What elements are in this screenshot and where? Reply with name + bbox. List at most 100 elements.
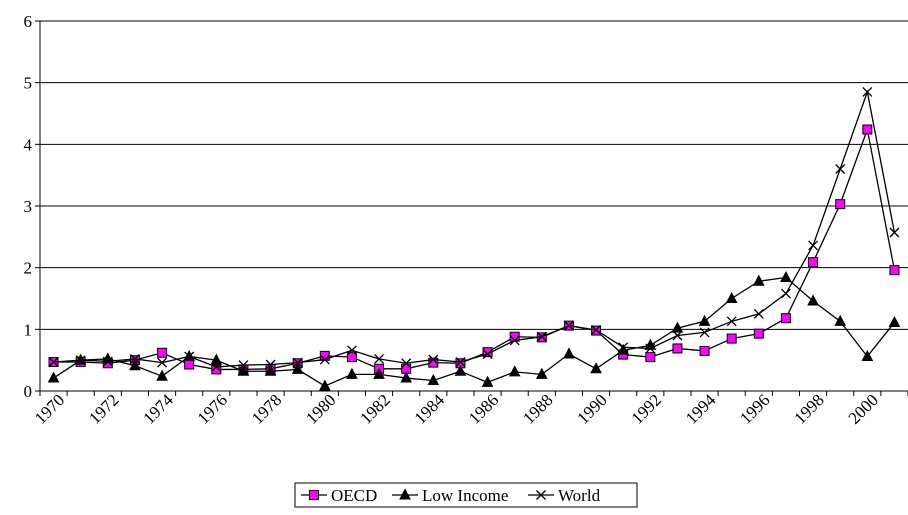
data-point-oecd	[726, 333, 737, 344]
data-point-world	[482, 349, 493, 359]
data-point-world	[563, 320, 574, 331]
data-point-world	[455, 357, 466, 367]
data-point-low-income	[47, 371, 60, 383]
data-point-oecd	[346, 352, 357, 363]
legend-label-oecd: OECD	[331, 486, 377, 505]
data-point-low-income	[834, 314, 847, 326]
data-point-low-income	[400, 371, 413, 383]
data-point-oecd	[889, 265, 900, 276]
legend-marker-world	[536, 490, 546, 500]
data-point-low-income	[780, 270, 792, 283]
x-tick-label: 1970	[31, 390, 68, 427]
data-point-low-income	[481, 375, 494, 387]
data-point-oecd	[672, 343, 683, 354]
data-point-world	[889, 227, 900, 238]
data-point-low-income	[752, 274, 765, 286]
data-point-low-income	[508, 365, 521, 377]
series-world	[48, 86, 900, 372]
data-point-world	[48, 357, 59, 367]
data-point-low-income	[725, 291, 738, 303]
x-tick-label: 2000	[845, 390, 882, 427]
data-point-world	[862, 86, 873, 97]
y-tick-label: 1	[24, 320, 33, 339]
data-point-low-income	[454, 364, 467, 376]
series-line-oecd	[53, 127, 896, 371]
series-group	[47, 86, 901, 391]
gridlines	[40, 20, 908, 330]
data-point-world	[346, 345, 357, 356]
data-point-world	[753, 308, 764, 319]
data-point-world	[536, 331, 547, 342]
data-point-oecd	[835, 199, 846, 210]
data-point-low-income	[590, 362, 602, 374]
data-point-world	[265, 359, 276, 370]
data-point-low-income	[237, 364, 250, 376]
data-point-world	[129, 353, 140, 364]
data-point-world	[75, 355, 86, 366]
data-point-world	[428, 354, 439, 365]
series-oecd	[48, 124, 900, 375]
data-point-world	[835, 164, 846, 174]
data-point-oecd	[808, 257, 819, 268]
x-tick-label: 1980	[302, 390, 339, 427]
legend: OECD Low Income World	[294, 482, 638, 508]
data-point-low-income	[129, 359, 141, 371]
x-tick-label: 1996	[736, 390, 773, 427]
data-point-oecd	[211, 364, 222, 375]
data-point-low-income	[671, 321, 684, 333]
legend-entry-low-income: Low Income	[392, 486, 508, 505]
data-point-world	[808, 240, 819, 251]
x-tick-label: 1992	[628, 390, 665, 427]
x-tick-label: 1990	[573, 390, 610, 427]
data-point-world	[211, 361, 222, 372]
y-tick-label: 0	[24, 382, 33, 401]
data-point-world	[374, 353, 385, 364]
data-point-low-income	[698, 314, 711, 326]
data-point-world	[292, 357, 303, 368]
data-point-low-income	[807, 294, 819, 306]
data-point-world	[780, 288, 791, 299]
data-point-world	[509, 335, 520, 346]
data-point-oecd	[699, 345, 710, 356]
y-tick-label: 5	[24, 74, 33, 93]
data-point-world	[401, 358, 412, 369]
data-point-world	[102, 356, 113, 367]
legend-entry-world: World	[528, 486, 601, 505]
x-tick-label: 1986	[465, 390, 502, 427]
legend-marker-oecd	[309, 490, 319, 500]
data-point-low-income	[535, 367, 548, 379]
legend-entry-oecd: OECD	[301, 486, 377, 505]
data-point-world	[726, 316, 737, 327]
data-point-low-income	[318, 379, 331, 391]
x-tick-label: 1982	[356, 390, 393, 427]
x-tick-label: 1984	[411, 390, 449, 428]
data-point-low-income	[156, 369, 168, 381]
x-tick-label: 1998	[790, 390, 827, 427]
y-tick-label: 4	[24, 135, 33, 154]
x-tick-label: 1988	[519, 390, 556, 427]
y-tick-label: 2	[24, 259, 33, 278]
series-line-world	[53, 89, 896, 368]
data-point-low-income	[563, 347, 575, 359]
data-point-low-income	[291, 362, 304, 374]
x-tick-label: 1994	[682, 390, 720, 428]
data-point-low-income	[427, 373, 440, 386]
data-point-oecd	[753, 328, 764, 339]
legend-label-world: World	[558, 486, 601, 505]
data-point-low-income	[264, 364, 277, 376]
data-point-low-income	[861, 349, 874, 361]
data-point-world	[319, 354, 330, 365]
series-low-income	[47, 270, 901, 391]
data-point-world	[238, 360, 249, 371]
y-tick-label: 3	[24, 197, 33, 216]
data-point-oecd	[157, 347, 168, 358]
y-axis-ticks: 0 1 2 3 4 5 6	[24, 12, 40, 401]
data-point-oecd	[862, 124, 873, 135]
x-axis-ticks: 1970 1972 1974 1976 1978 1980 1982 1984 1986 1988…	[31, 390, 908, 428]
data-point-oecd	[184, 359, 195, 370]
data-point-low-income	[210, 353, 223, 365]
data-point-world	[157, 357, 168, 368]
data-point-low-income	[346, 367, 358, 379]
data-point-oecd	[645, 352, 656, 363]
